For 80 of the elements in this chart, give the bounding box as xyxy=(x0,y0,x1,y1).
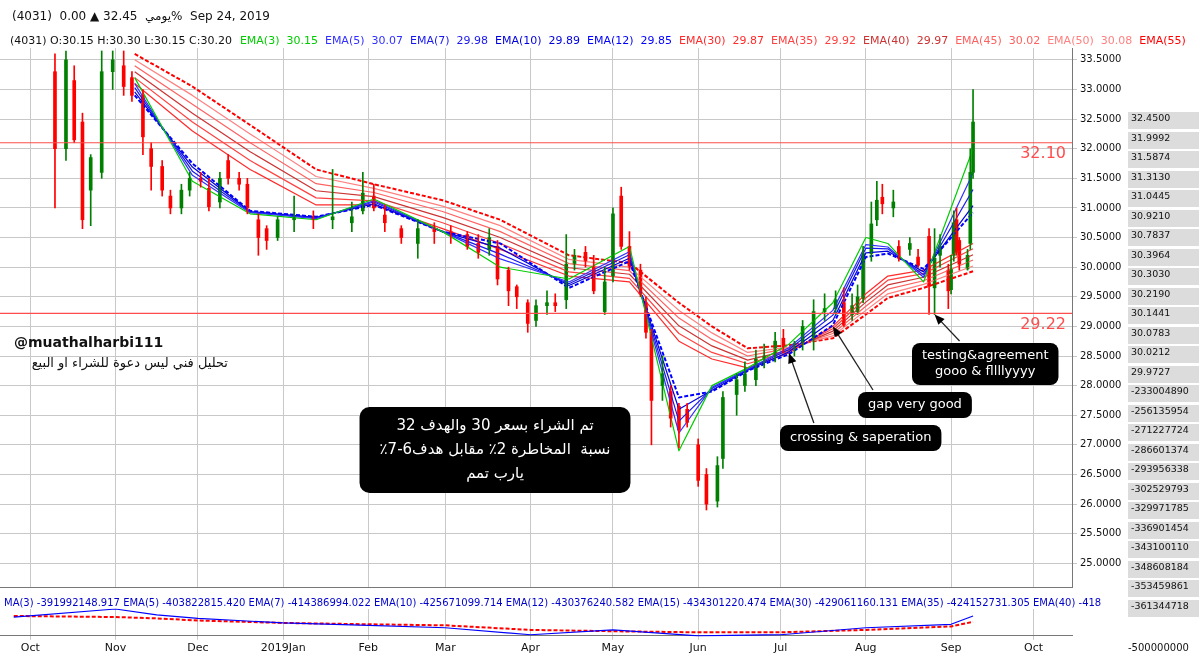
text: -233004890 xyxy=(1128,385,1199,402)
x-tick-label: Dec xyxy=(187,641,209,655)
text: 31.5874 xyxy=(1128,151,1199,168)
x-tick-label: Nov xyxy=(104,641,127,655)
text: 30.3030 xyxy=(1128,268,1199,285)
y-tick-label: 26.5000 xyxy=(1080,468,1122,480)
text: EMA(12) 29.85 xyxy=(587,33,673,47)
x-tick-label: 2019Jan xyxy=(260,641,306,655)
y-tick-label: 31.0000 xyxy=(1080,201,1122,213)
text: -271227724 xyxy=(1128,424,1199,441)
text: 30.3964 xyxy=(1128,248,1199,266)
text: EMA(55) xyxy=(1139,33,1186,47)
text: 30.1441 xyxy=(1128,307,1199,324)
y-tick-label: 29.0000 xyxy=(1080,319,1122,331)
annotation: testing&agreement gooo & fllllyyyy xyxy=(922,347,1049,379)
y-tick-label: 33.0000 xyxy=(1080,83,1122,95)
y-tick-label: 28.0000 xyxy=(1080,379,1122,391)
annotation: تحليل فني ليس دعوة للشراء او البيع xyxy=(31,355,229,372)
y-tick-label: 27.0000 xyxy=(1080,438,1122,450)
y-tick-label: 25.0000 xyxy=(1080,556,1122,568)
annotation: @muathalharbi111 xyxy=(14,333,164,350)
text: -256135954 xyxy=(1128,404,1199,422)
x-tick-label: Oct xyxy=(1024,641,1044,655)
text: 29.9727 xyxy=(1128,365,1199,383)
y-tick-label: 32.5000 xyxy=(1080,112,1122,124)
text: 30.2190 xyxy=(1128,287,1199,305)
ref-line-label: 32.10 xyxy=(1020,142,1066,162)
text: EMA(10) 29.89 xyxy=(494,33,581,47)
x-tick-label: Jun xyxy=(688,641,707,655)
chart-title: MA(3) -391992148.917 EMA(5) -403822815.420 EMA(7) -414386994.022 EMA(10) -425671099.714 EMA(12) -430376240.582 EMA(15) -434301220.474 EMA(30) -429061160.131 EMA(35) -424152731.305 EMA(40) -418 xyxy=(4,596,1102,608)
y-tick-label: 30.5000 xyxy=(1080,231,1122,243)
x-tick-label: Oct xyxy=(20,641,41,655)
annotation: تم الشراء بسعر 30 والهدف 32 نسبة المخاطرة 2٪ مقابل هدف6-7٪ يارب تمم xyxy=(379,415,611,482)
chart-title: (4031) يومي 32.45 ▲ 0.00% Sep 24, 2019 xyxy=(12,9,270,25)
x-tick-label: Sep xyxy=(940,641,962,655)
text: -286601374 xyxy=(1128,443,1199,461)
annotation: gap very good xyxy=(867,396,962,412)
x-tick-label: Feb xyxy=(358,641,379,655)
text: -353459861 xyxy=(1128,580,1199,597)
ref-line-label: 29.22 xyxy=(1020,313,1066,333)
y-tick-label: 28.5000 xyxy=(1080,349,1122,361)
x-tick-label: Jul xyxy=(773,641,788,655)
x-tick-label: Apr xyxy=(520,641,541,655)
text: EMA(35) 29.92 xyxy=(771,33,857,47)
text: EMA(45) 30.02 xyxy=(955,33,1041,47)
text: -343100110 xyxy=(1128,541,1199,558)
y-tick-label: 32.0000 xyxy=(1080,142,1122,154)
text: -348608184 xyxy=(1128,560,1199,578)
text: EMA(3) 30.15 xyxy=(239,33,318,47)
text: 30.0212 xyxy=(1128,346,1199,363)
text: EMA(30) 29.87 xyxy=(679,33,765,47)
text: 31.0445 xyxy=(1128,190,1199,207)
text: 30.0783 xyxy=(1128,326,1199,344)
text: EMA(5) 30.07 xyxy=(324,33,403,47)
x-tick-label: Mar xyxy=(434,641,457,655)
text: -293956338 xyxy=(1128,463,1199,480)
y-tick-label: 29.5000 xyxy=(1080,290,1122,302)
x-tick-label: May xyxy=(601,641,625,655)
text: EMA(50) 30.08 xyxy=(1047,33,1133,47)
text: -361344718 xyxy=(1128,599,1199,617)
text: EMA(40) 29.97 xyxy=(863,33,949,47)
y-tick-label: 26.0000 xyxy=(1080,497,1122,509)
x-tick-label: Aug xyxy=(855,641,877,655)
y-tick-label: 33.5000 xyxy=(1080,53,1122,65)
y-tick-label: 30.0000 xyxy=(1080,260,1122,272)
y-tick-label: 25.5000 xyxy=(1080,527,1122,539)
text: -329971785 xyxy=(1128,502,1199,519)
annotation: crossing & saperation xyxy=(790,429,932,445)
text: 30.7837 xyxy=(1128,229,1199,246)
text: -500000000 xyxy=(1128,641,1189,653)
text: -302529793 xyxy=(1128,482,1199,500)
text: 31.9992 xyxy=(1128,131,1199,149)
y-tick-label: 27.5000 xyxy=(1080,408,1122,420)
y-tick-label: 31.5000 xyxy=(1080,171,1122,183)
text: 32.4500 xyxy=(1128,112,1199,129)
text: -336901454 xyxy=(1128,521,1199,539)
text: EMA(7) 29.98 xyxy=(409,33,488,47)
chart-subtitle: (4031) O:30.15 H:30.30 L:30.15 C:30.20 xyxy=(10,33,232,47)
text: 31.3130 xyxy=(1128,170,1199,188)
text: 30.9210 xyxy=(1128,209,1199,227)
